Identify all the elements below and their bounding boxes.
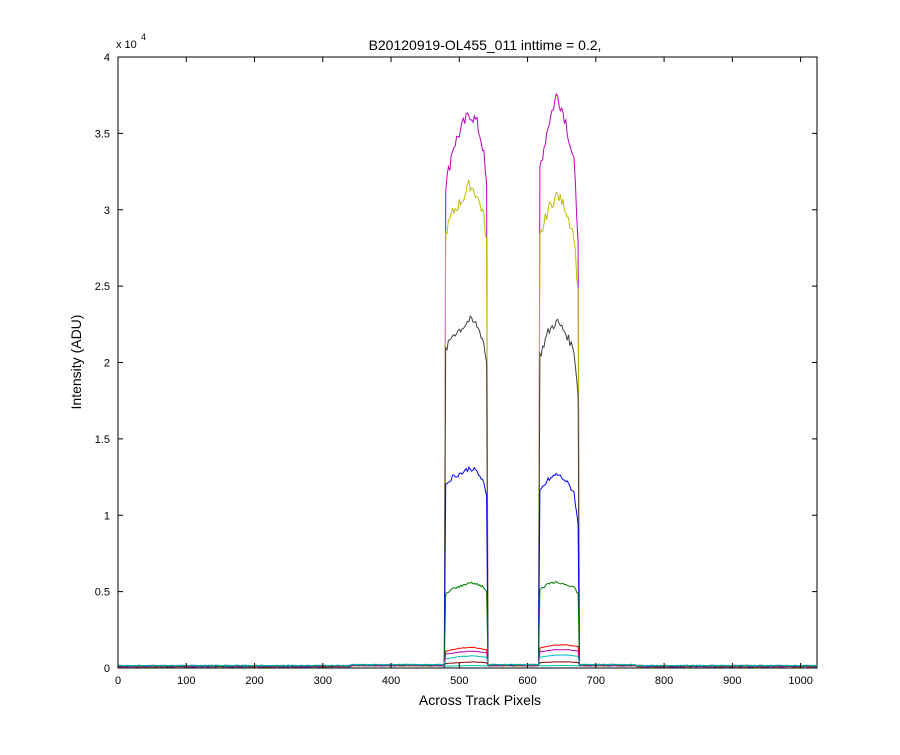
y-exponent-base: x 10 (116, 39, 137, 51)
axes-box (117, 56, 818, 669)
y-exponent-power: 4 (141, 32, 146, 42)
x-tick-label: 600 (518, 675, 536, 687)
y-axis-label: Intensity (ADU) (68, 315, 84, 410)
y-tick-label: 0.5 (95, 587, 110, 599)
x-tick-label: 200 (245, 675, 263, 687)
y-tick-label: 3.5 (95, 128, 110, 140)
x-tick-label: 400 (382, 675, 400, 687)
y-tick-label: 1.5 (95, 434, 110, 446)
y-axis-ticks: 0 0.5 1 1.5 2 2.5 3 3.5 4 (95, 52, 817, 675)
y-tick-label: 3 (104, 205, 110, 217)
series-layer (117, 92, 818, 668)
y-tick-label: 1 (104, 510, 110, 522)
chart-title: B20120919-OL455_011 inttime = 0.2, (369, 37, 602, 53)
y-tick-label: 2 (104, 358, 110, 370)
x-tick-label: 0 (115, 675, 121, 687)
x-tick-label: 700 (587, 675, 605, 687)
y-tick-label: 0 (104, 663, 110, 675)
y-tick-label: 4 (104, 52, 110, 64)
plot-area: 0 100 200 300 400 500 600 700 800 900 1000 0 0.5 1 1.… (95, 52, 818, 687)
x-tick-label: 800 (655, 675, 673, 687)
x-tick-label: 500 (450, 675, 468, 687)
x-axis-label: Across Track Pixels (419, 692, 541, 708)
y-tick-label: 2.5 (95, 281, 110, 293)
x-tick-label: 1000 (788, 675, 812, 687)
x-tick-label: 100 (177, 675, 195, 687)
x-axis-ticks: 0 100 200 300 400 500 600 700 800 900 1000 (115, 57, 813, 687)
x-tick-label: 900 (723, 675, 741, 687)
x-tick-label: 300 (314, 675, 332, 687)
series-line (117, 663, 817, 667)
